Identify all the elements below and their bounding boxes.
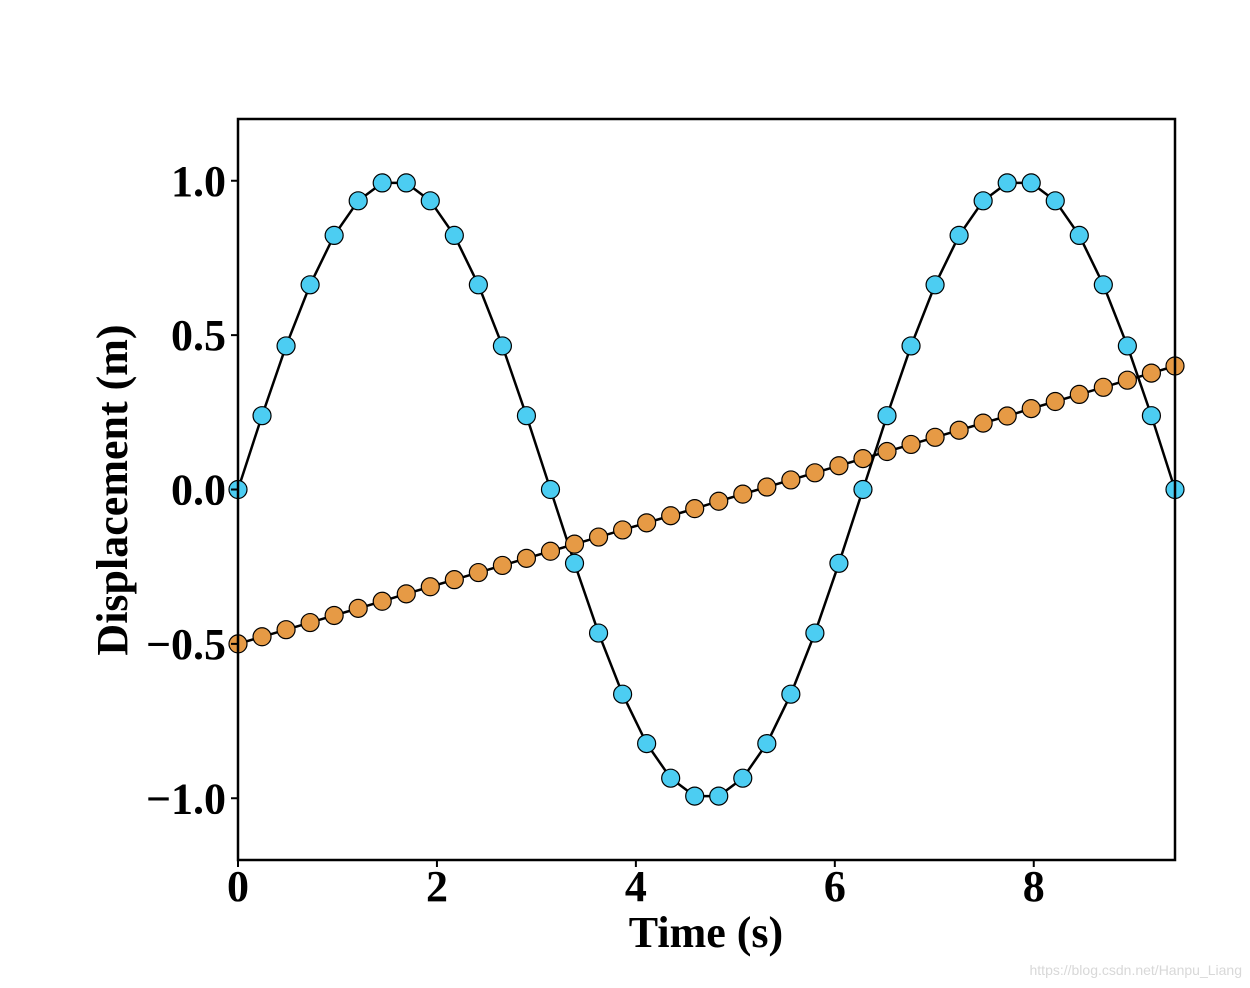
y-tick-label: 0.0 <box>171 466 226 515</box>
series-1-point <box>1093 275 1113 295</box>
series-1-point <box>973 191 993 211</box>
series-1-point <box>252 406 272 426</box>
series-layer <box>228 173 1185 806</box>
series-1-point <box>829 553 849 573</box>
series-1-point <box>853 479 873 500</box>
series-1-point <box>781 684 801 704</box>
series-1-point <box>1045 191 1065 211</box>
y-tick-label: 0.5 <box>171 311 226 360</box>
series-1-point <box>637 733 657 754</box>
series-2-point <box>781 470 801 490</box>
series-1-point <box>757 733 777 754</box>
series-1-point <box>901 336 921 356</box>
watermark: https://blog.csdn.net/Hanpu_Liang <box>1029 962 1243 978</box>
series-2-point <box>829 456 849 476</box>
series-2-point <box>949 420 969 440</box>
series-2-point <box>564 534 585 554</box>
series-1 <box>228 173 1185 806</box>
series-1-point <box>396 173 416 193</box>
y-tick-label: −0.5 <box>146 620 226 669</box>
series-1-line <box>236 181 1177 798</box>
series-2-point <box>252 627 272 647</box>
series-2-point <box>757 477 777 497</box>
series-1-point <box>372 173 392 193</box>
y-tick-label: 1.0 <box>171 157 226 206</box>
x-tick-label: 0 <box>227 862 249 911</box>
series-1-point <box>877 406 897 426</box>
series-2-point <box>492 555 513 576</box>
series-2-point <box>637 513 657 533</box>
series-1-point <box>997 173 1017 193</box>
series-1-point <box>1117 336 1137 356</box>
series-2-point <box>276 620 296 640</box>
series-2-point <box>1141 363 1162 383</box>
series-1-point <box>564 553 585 573</box>
y-axis-title: Displacement (m) <box>88 324 137 655</box>
series-1-point <box>324 225 344 245</box>
series-1-point <box>805 623 825 643</box>
series-2-point <box>997 406 1017 426</box>
series-1-point <box>1141 406 1162 426</box>
series-2-point <box>444 570 464 590</box>
series-1-point <box>300 275 320 295</box>
series-1-point <box>733 768 753 788</box>
series-2-point <box>661 506 681 526</box>
series-1-point <box>588 623 609 643</box>
series-2-line <box>237 364 1176 646</box>
series-2-point <box>420 577 440 597</box>
x-tick-label: 8 <box>1023 862 1045 911</box>
series-2-point <box>1093 377 1113 397</box>
series-2-point <box>372 591 392 611</box>
series-2-point <box>685 499 705 519</box>
series-2-point <box>468 562 488 583</box>
plot-frame <box>236 117 1177 862</box>
series-2-point <box>733 484 753 504</box>
series-2-point <box>805 463 825 483</box>
y-tick-label: −1.0 <box>146 774 226 823</box>
series-2-point <box>540 541 561 561</box>
series-1-point <box>685 786 705 806</box>
series-2-point <box>1045 391 1065 412</box>
series-2-point <box>1021 399 1041 419</box>
series-1-point <box>612 684 633 704</box>
series-1-point <box>709 786 729 806</box>
x-tick-label: 2 <box>426 862 448 911</box>
series-1-point <box>516 406 537 426</box>
series-2-point <box>1117 370 1137 390</box>
series-2-point <box>853 449 873 469</box>
series-1-point <box>420 191 440 211</box>
x-tick-label: 4 <box>625 862 647 911</box>
series-1-point <box>348 191 368 211</box>
series-1-point <box>468 275 488 295</box>
series-2-point <box>324 605 344 626</box>
series-2-point <box>973 413 993 433</box>
x-axis-ticks: 0 2 4 6 8 <box>227 860 1045 911</box>
series-2-point <box>300 612 320 633</box>
series-2-point <box>1069 384 1089 404</box>
series-1-point <box>444 225 464 245</box>
x-tick-label: 6 <box>824 862 846 911</box>
series-1-point <box>949 225 969 245</box>
series-2-point <box>396 584 416 604</box>
series-2-point <box>588 527 609 547</box>
x-axis-title: Time (s) <box>629 908 783 957</box>
series-1-point <box>540 479 561 500</box>
series-2-point <box>925 427 945 447</box>
series-1-point <box>492 336 513 356</box>
series-2-point <box>612 520 633 540</box>
series-1-point <box>1021 173 1041 193</box>
y-axis-ticks: 1.0 0.5 0.0 −0.5 −1.0 <box>146 157 238 823</box>
series-1-point <box>925 275 945 295</box>
series-2 <box>228 356 1185 654</box>
series-2-point <box>516 548 537 568</box>
series-2-point <box>709 491 729 511</box>
series-1-point <box>1069 225 1089 245</box>
series-2-point <box>877 441 897 462</box>
series-1-point <box>661 768 681 788</box>
series-2-point <box>901 434 921 455</box>
series-1-point <box>276 336 296 356</box>
series-2-point <box>348 598 368 618</box>
